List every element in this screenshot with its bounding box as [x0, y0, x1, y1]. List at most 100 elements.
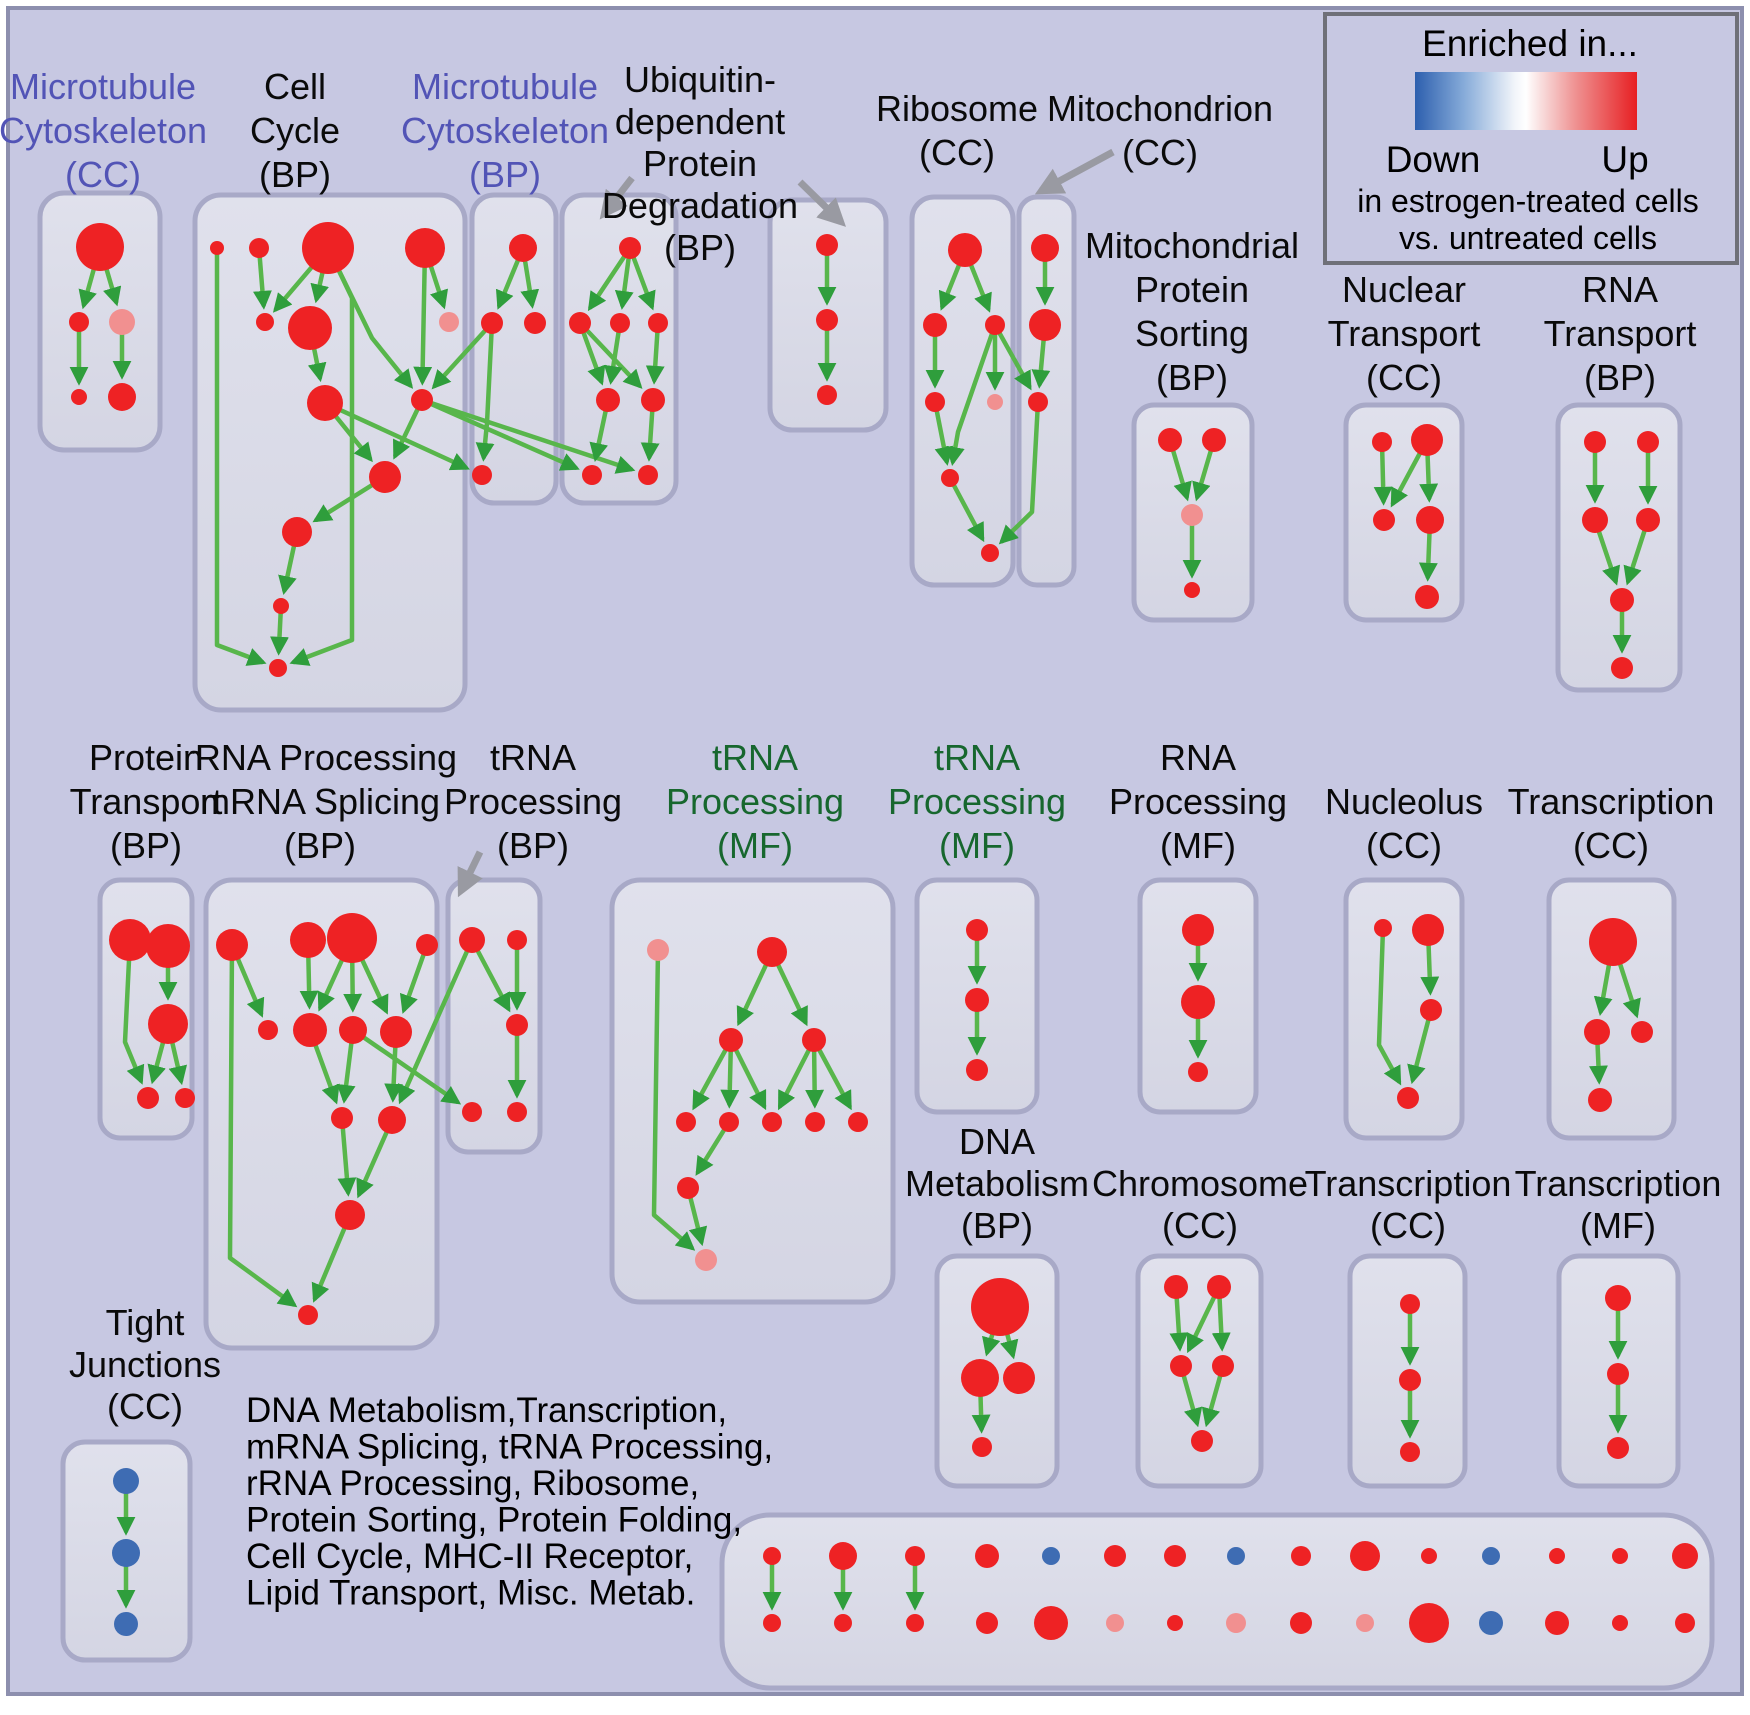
edge-CmL-b9 — [431, 320, 495, 390]
label-ubiquitin-degradation-line4: Degradation — [602, 185, 798, 226]
node-Pt1-red — [1374, 919, 1392, 937]
node-Im1-red — [1373, 509, 1395, 531]
legend-box — [1323, 12, 1739, 265]
edge-Lq-Lb — [311, 1212, 353, 1303]
label-mitochondrion-cc: Mitochondrion(CC) — [1047, 88, 1273, 173]
node-Rb-red — [972, 1437, 992, 1457]
label-trna-processing-bp-line3: (BP) — [497, 825, 569, 866]
edge-Fc-Gc — [992, 322, 1032, 391]
node-xb15-red — [1675, 1613, 1695, 1633]
node-SmR-red — [1212, 1355, 1234, 1377]
label-tight-junctions-line2: Junctions — [69, 1344, 221, 1385]
label-cell-cycle-line1: Cell — [264, 66, 326, 107]
node-b14-red — [269, 659, 287, 677]
edge-Dt-D2L — [587, 245, 633, 312]
label-rna-processing-mf-line3: (MF) — [1160, 825, 1236, 866]
label-chromosome-cc-line2: (CC) — [1162, 1205, 1238, 1246]
node-Mb5-red — [848, 1112, 868, 1132]
node-D3L-red — [596, 388, 620, 412]
label-transcription-cc-mid: Transcription(CC) — [1508, 781, 1715, 866]
node-xt14-red — [1612, 1548, 1628, 1564]
node-D2M-red — [610, 313, 630, 333]
node-N1-red — [966, 919, 988, 941]
node-QmR-red — [1631, 1021, 1653, 1043]
label-mito-protein-sorting-line3: Sorting — [1135, 313, 1249, 354]
label-ubiquitin-degradation-line2: dependent — [615, 101, 785, 142]
node-D2L-red — [569, 312, 591, 334]
node-Rt-red — [971, 1278, 1029, 1336]
label-mitochondrion-cc-line1: Mitochondrion — [1047, 88, 1273, 129]
note-block-line5: Cell Cycle, MHC-II Receptor, — [246, 1537, 693, 1576]
edge-Pm-Pb — [1407, 1007, 1434, 1085]
node-xt15-red — [1672, 1543, 1698, 1569]
label-dna-metabolism-line1: DNA — [959, 1121, 1035, 1162]
label-rna-transport-line3: (BP) — [1584, 357, 1656, 398]
node-N2-red — [965, 988, 989, 1012]
node-Cb-red — [472, 465, 492, 485]
label-trna-processing-mf-1-line3: (MF) — [717, 825, 793, 866]
node-xt12-blue — [1482, 1547, 1500, 1565]
legend-down-label: Down — [1386, 139, 1481, 180]
node-Ct-red — [509, 234, 537, 262]
node-b12-red — [282, 517, 312, 547]
label-rrna-mrna-line2: mRNA Splicing — [200, 781, 440, 822]
annotation-arrow-mitochondrion-arrow — [1034, 148, 1115, 195]
label-trna-processing-bp-line2: Processing — [444, 781, 622, 822]
edge-Lp1-Lq — [337, 1115, 357, 1197]
cluster-box-microtubule-bp — [469, 192, 559, 506]
node-D3R-red — [641, 388, 665, 412]
node-Fc-red — [985, 315, 1005, 335]
node-Jm1-red — [1582, 507, 1608, 533]
edge-MmL-Mb1 — [692, 1037, 734, 1111]
note-block-line4: Protein Sorting, Protein Folding, — [246, 1501, 742, 1540]
node-xt13-red — [1549, 1548, 1565, 1564]
edge-Fd-Fh — [932, 399, 954, 466]
node-xb4-red — [976, 1612, 998, 1634]
edge-Gc-Fi — [998, 399, 1041, 545]
edge-Ln1-Lb — [227, 942, 298, 1308]
legend-up-label: Up — [1601, 139, 1648, 180]
node-Ln4-red — [416, 934, 438, 956]
node-Tt1-red — [459, 927, 485, 953]
node-N3-red — [966, 1059, 988, 1081]
label-ubiquitin-degradation-line3: Protein — [643, 143, 757, 184]
node-T2c-red — [1400, 1442, 1420, 1462]
node-RmR-red — [1003, 1362, 1035, 1394]
note-block-line1: DNA Metabolism,Transcription, — [246, 1391, 727, 1430]
label-rna-transport-line1: RNA — [1582, 269, 1658, 310]
node-V1-blue — [113, 1468, 139, 1494]
node-Jt2-red — [1637, 431, 1659, 453]
node-Km-red — [148, 1004, 188, 1044]
node-Fd-red — [925, 392, 945, 412]
node-Ub-red — [1607, 1363, 1629, 1385]
label-transcription-cc-mid-line1: Transcription — [1508, 781, 1715, 822]
node-E3-red — [817, 385, 837, 405]
note-block-line3: rRNA Processing, Ribosome, — [246, 1464, 699, 1503]
node-xt1-red — [763, 1547, 781, 1565]
node-b4-red — [405, 228, 445, 268]
node-KbL-red — [109, 919, 151, 961]
edge-b9-DbL — [419, 397, 580, 471]
label-trna-processing-mf-1-line2: Processing — [666, 781, 844, 822]
node-D2R-red — [648, 313, 668, 333]
annotation-arrow-ubiquitin-arrow-right — [797, 179, 847, 227]
edge-Ln4-Lm4 — [399, 942, 430, 1014]
label-ubiquitin-degradation-line1: Ubiquitin- — [624, 59, 776, 100]
edge-Pt1-Pb — [1376, 925, 1402, 1086]
node-Ln2-red — [290, 922, 326, 958]
node-xb10-pink — [1356, 1614, 1374, 1632]
legend-subtitle-2: vs. untreated cells — [1399, 220, 1657, 256]
label-microtubule-cc-line3: (CC) — [65, 154, 141, 195]
node-xb11-red — [1409, 1603, 1449, 1643]
node-Mb2-red — [719, 1112, 739, 1132]
label-trna-processing-mf-2-line1: tRNA — [934, 737, 1020, 778]
node-xt10-red — [1350, 1541, 1380, 1571]
label-microtubule-bp-line1: Microtubule — [412, 66, 598, 107]
node-xb12-blue — [1479, 1611, 1503, 1635]
